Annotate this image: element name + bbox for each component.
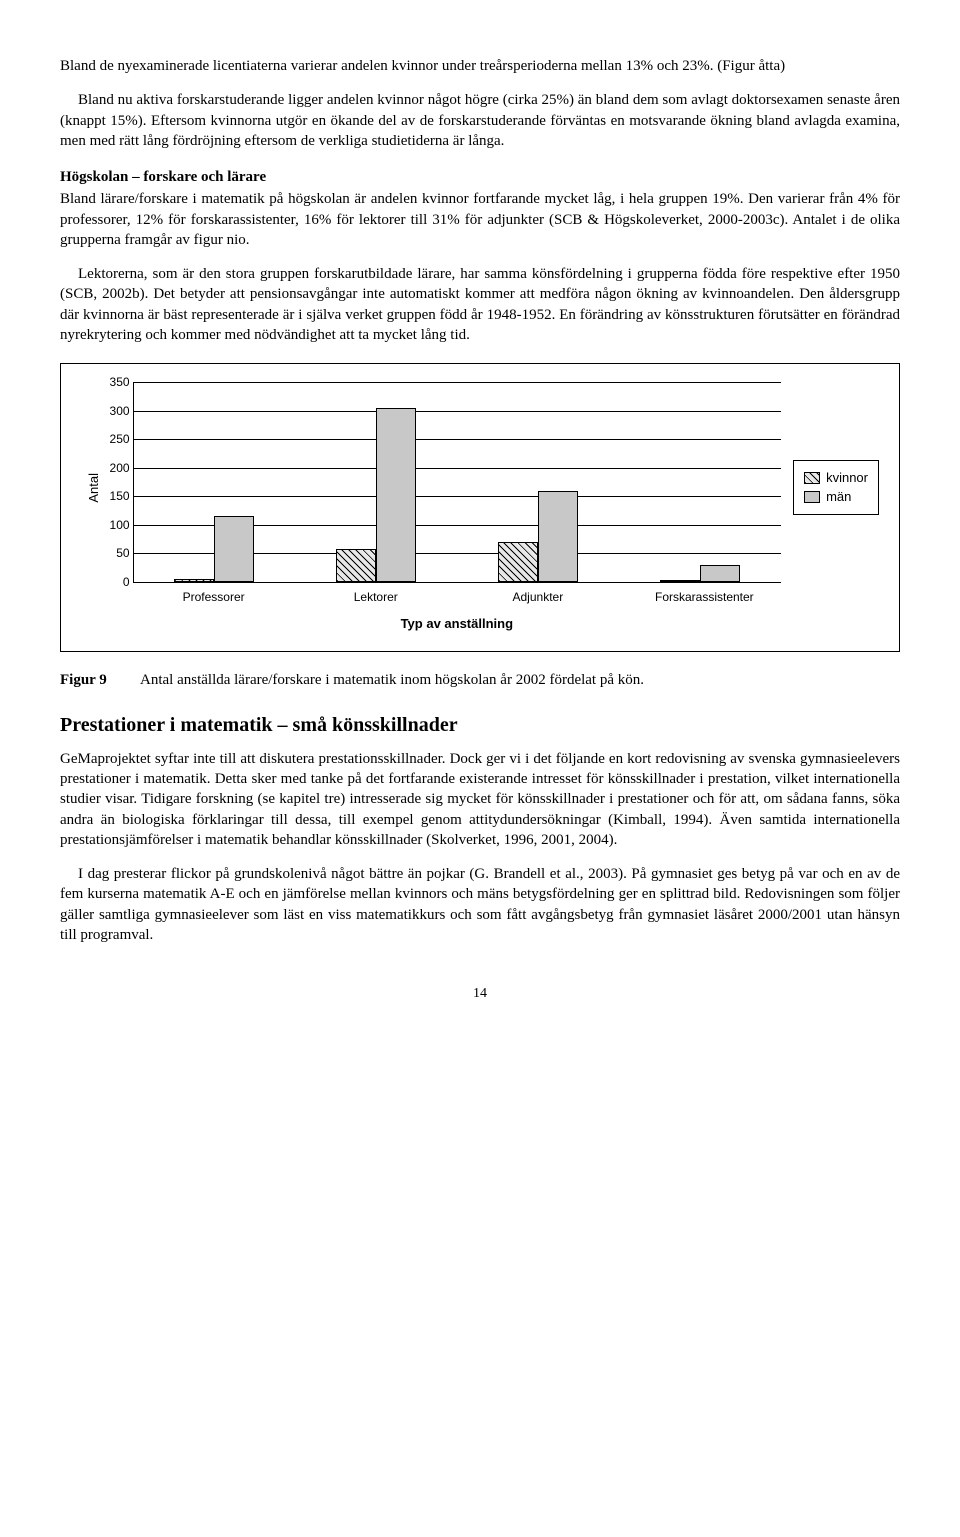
y-tick-label: 350 <box>100 374 130 390</box>
x-category-label: Professorer <box>169 589 259 605</box>
paragraph-6: I dag presterar flickor på grundskoleniv… <box>60 864 900 945</box>
x-category-label: Lektorer <box>331 589 421 605</box>
y-tick-label: 50 <box>100 545 130 561</box>
bar-group <box>655 565 745 582</box>
y-tick-label: 200 <box>100 460 130 476</box>
chart-plot-area: 050100150200250300350 <box>133 382 782 583</box>
heading-prestationer: Prestationer i matematik – små könsskill… <box>60 712 900 739</box>
paragraph-1: Bland de nyexaminerade licentiaterna var… <box>60 56 900 76</box>
bar-män <box>214 516 254 582</box>
bar-män <box>538 491 578 582</box>
figure-caption: Figur 9 Antal anställda lärare/forskare … <box>60 670 900 690</box>
y-tick-label: 250 <box>100 431 130 447</box>
figure-label: Figur 9 <box>60 670 140 690</box>
legend-item-man: män <box>804 488 868 506</box>
bar-group <box>331 408 421 582</box>
chart-bars <box>134 382 782 582</box>
paragraph-3: Bland lärare/forskare i matematik på hög… <box>60 189 900 250</box>
bar-group <box>169 516 259 582</box>
x-category-label: Forskarassistenter <box>655 589 745 605</box>
y-tick-label: 0 <box>100 574 130 590</box>
subheading-hogskolan: Högskolan – forskare och lärare <box>60 167 900 187</box>
legend-label-man: män <box>826 488 851 506</box>
figure-caption-text: Antal anställda lärare/forskare i matema… <box>140 670 900 690</box>
x-categories: Professorer Lektorer Adjunkter Forskarassis… <box>133 589 782 605</box>
chart-legend: kvinnor män <box>793 460 879 515</box>
legend-swatch-man <box>804 491 820 503</box>
bar-kvinnor <box>174 579 214 582</box>
paragraph-4: Lektorerna, som är den stora gruppen for… <box>60 264 900 345</box>
y-tick-label: 150 <box>100 488 130 504</box>
bar-män <box>376 408 416 582</box>
chart-container: Antal 050100150200250300350 ProfessorerL… <box>60 363 900 652</box>
paragraph-5: GeMaprojektet syftar inte till att disku… <box>60 749 900 850</box>
legend-swatch-kvinnor <box>804 472 820 484</box>
bar-kvinnor <box>498 542 538 582</box>
paragraph-2: Bland nu aktiva forskarstuderande ligger… <box>60 90 900 151</box>
bar-män <box>700 565 740 582</box>
x-category-label: Adjunkter <box>493 589 583 605</box>
y-tick-label: 300 <box>100 402 130 418</box>
page-number: 14 <box>60 985 900 1004</box>
bar-group <box>493 491 583 582</box>
legend-item-kvinnor: kvinnor <box>804 469 868 487</box>
bar-kvinnor <box>660 580 700 582</box>
legend-label-kvinnor: kvinnor <box>826 469 868 487</box>
x-axis-label: Typ av anställning <box>133 615 782 633</box>
y-tick-label: 100 <box>100 517 130 533</box>
bar-kvinnor <box>336 549 376 582</box>
